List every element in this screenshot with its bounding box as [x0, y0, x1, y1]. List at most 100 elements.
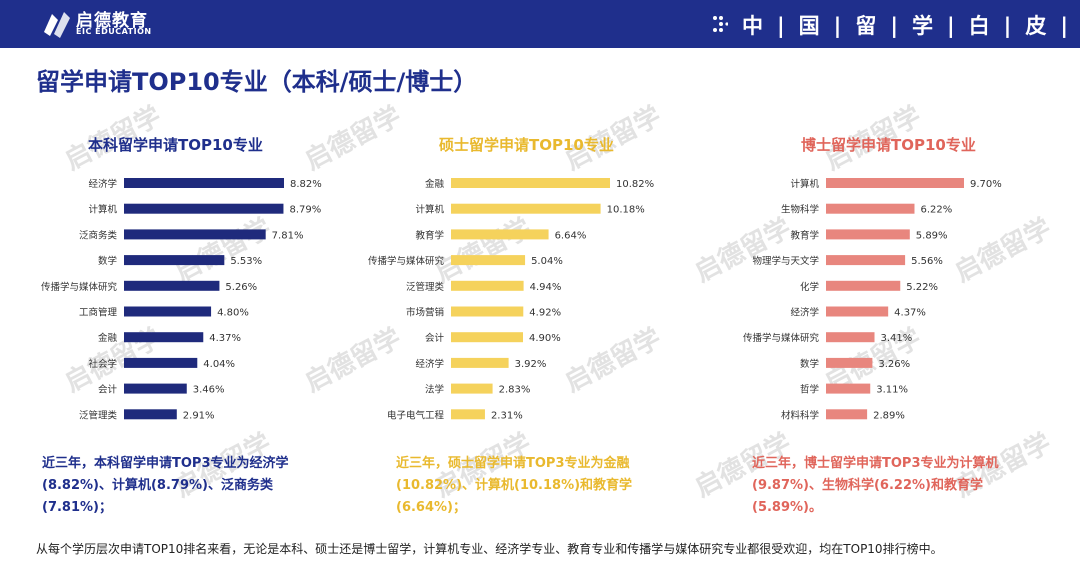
- value-label: 3.92%: [515, 359, 547, 370]
- brand-name: 启德教育: [76, 11, 148, 31]
- value-label: 10.18%: [607, 205, 645, 216]
- bar: [826, 409, 868, 420]
- value-label: 2.89%: [873, 410, 905, 421]
- bar: [826, 178, 964, 188]
- category-label: 传播学与媒体研究: [368, 255, 445, 267]
- bar: [826, 332, 875, 343]
- bar: [124, 255, 225, 266]
- category-label: 计算机: [415, 204, 444, 216]
- value-label: 3.26%: [878, 359, 910, 370]
- value-label: 8.79%: [289, 205, 321, 216]
- bar: [124, 409, 177, 420]
- category-label: 传播学与媒体研究: [41, 281, 118, 293]
- summary-line: (5.89%)。: [752, 500, 822, 515]
- category-label: 市场营销: [406, 307, 445, 319]
- bar: [451, 280, 524, 291]
- category-label: 教育学: [790, 229, 819, 241]
- bar: [826, 306, 889, 317]
- value-label: 4.94%: [530, 282, 562, 293]
- value-label: 5.89%: [916, 230, 948, 241]
- category-label: 工商管理: [79, 307, 118, 319]
- value-label: 5.22%: [906, 282, 938, 293]
- category-label: 计算机: [790, 178, 819, 190]
- category-label: 教育学: [415, 229, 444, 241]
- bar: [124, 178, 284, 188]
- value-label: 3.11%: [876, 385, 908, 396]
- bar: [451, 229, 549, 240]
- summary-line: 近三年，硕士留学申请TOP3专业为金融: [396, 456, 630, 471]
- phd-summary: 近三年，博士留学申请TOP3专业为计算机 (9.87%)、生物科学(6.22%)…: [752, 453, 1052, 519]
- value-label: 3.46%: [193, 385, 225, 396]
- value-label: 4.04%: [203, 359, 235, 370]
- footer-note: 从每个学历层次申请TOP10排名来看，无论是本科、硕士还是博士留学，计算机专业、…: [36, 542, 943, 556]
- book-title: 中|国|留|学|白|皮|书: [742, 14, 1080, 38]
- category-label: 泛管理类: [406, 281, 445, 293]
- bar: [451, 203, 601, 214]
- value-label: 4.80%: [217, 308, 249, 319]
- bar: [124, 203, 284, 214]
- category-label: 传播学与媒体研究: [743, 332, 820, 344]
- category-label: 经济学: [415, 358, 444, 370]
- category-label: 生物科学: [781, 204, 819, 216]
- category-label: 金融: [98, 332, 118, 344]
- category-label: 化学: [800, 281, 819, 293]
- summary-line: (6.64%)；: [396, 500, 466, 515]
- category-label: 泛管理类: [79, 409, 118, 421]
- category-label: 经济学: [88, 178, 117, 190]
- bar: [826, 280, 901, 291]
- bar: [451, 306, 524, 317]
- bar: [124, 280, 220, 291]
- value-label: 5.26%: [225, 282, 257, 293]
- category-label: 数学: [800, 358, 819, 370]
- bar: [451, 178, 610, 188]
- value-label: 10.82%: [616, 179, 654, 190]
- bar: [826, 203, 915, 214]
- bar: [451, 332, 524, 343]
- bar: [451, 357, 509, 368]
- category-label: 物理学与天文学: [752, 255, 819, 267]
- summary-line: 近三年，本科留学申请TOP3专业为经济学: [42, 456, 289, 471]
- bachelor-summary: 近三年，本科留学申请TOP3专业为经济学 (8.82%)、计算机(8.79%)、…: [42, 453, 342, 519]
- bar: [451, 383, 493, 394]
- dots-icon: [713, 16, 728, 32]
- value-label: 2.31%: [491, 410, 523, 421]
- phd-chart-title: 博士留学申请TOP10专业: [801, 136, 976, 154]
- category-label: 数学: [98, 255, 117, 267]
- value-label: 4.37%: [894, 308, 926, 319]
- summary-line: (8.82%)、计算机(8.79%)、泛商务类: [42, 478, 273, 493]
- bar: [124, 229, 266, 240]
- bar: [451, 255, 526, 266]
- category-label: 会计: [98, 384, 118, 396]
- bar: [826, 255, 906, 266]
- value-label: 6.64%: [555, 230, 587, 241]
- value-label: 2.83%: [499, 385, 531, 396]
- summary-line: 近三年，博士留学申请TOP3专业为计算机: [752, 456, 999, 471]
- category-label: 泛商务类: [79, 229, 118, 241]
- eic-logo-icon: [44, 12, 70, 38]
- value-label: 4.37%: [209, 333, 241, 344]
- category-label: 会计: [425, 332, 445, 344]
- value-label: 4.90%: [529, 333, 561, 344]
- value-label: 2.91%: [183, 410, 215, 421]
- value-label: 9.70%: [970, 179, 1002, 190]
- bar: [826, 357, 873, 368]
- value-label: 5.04%: [531, 256, 563, 267]
- category-label: 计算机: [88, 204, 117, 216]
- brand-subtitle: EIC EDUCATION: [76, 27, 152, 36]
- category-label: 经济学: [790, 307, 819, 319]
- bar: [826, 229, 910, 240]
- value-label: 3.41%: [881, 333, 913, 344]
- category-label: 法学: [425, 384, 444, 396]
- bar: [124, 332, 204, 343]
- header-bar: 启德教育 EIC EDUCATION 中|国|留|学|白|皮|书: [0, 0, 1080, 48]
- category-label: 社会学: [88, 358, 117, 370]
- category-label: 金融: [425, 178, 445, 190]
- bar: [124, 306, 212, 317]
- page-title: 留学申请TOP10专业（本科/硕士/博士）: [36, 68, 478, 96]
- category-label: 电子电气工程: [387, 409, 445, 421]
- value-label: 5.56%: [911, 256, 943, 267]
- category-label: 哲学: [800, 384, 819, 396]
- summary-line: (9.87%)、生物科学(6.22%)和教育学: [752, 478, 983, 493]
- master-summary: 近三年，硕士留学申请TOP3专业为金融 (10.82%)、计算机(10.18%)…: [396, 453, 696, 519]
